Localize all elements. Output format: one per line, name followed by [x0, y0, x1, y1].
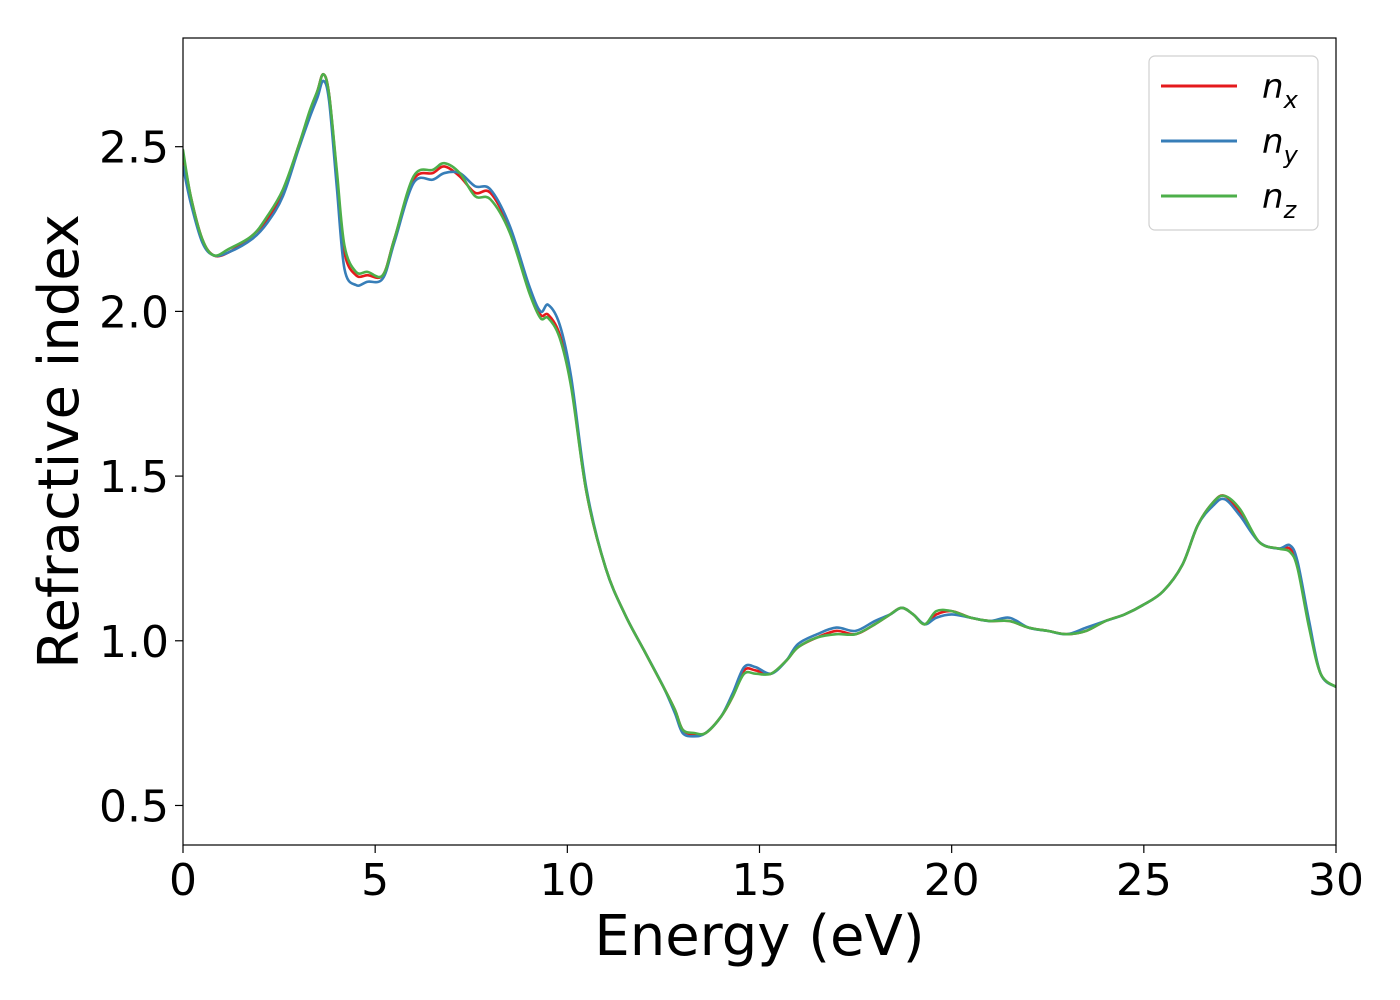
y-tick-label: 0.5: [99, 781, 169, 832]
legend-label-subscript: y: [1283, 141, 1299, 169]
legend-label-subscript: z: [1283, 196, 1298, 224]
legend-label-base: n: [1262, 122, 1284, 162]
legend-label-base: n: [1262, 177, 1284, 217]
x-tick-label: 15: [732, 855, 788, 906]
x-tick-label: 30: [1308, 855, 1364, 906]
x-tick-label: 5: [361, 855, 389, 906]
y-tick-label: 2.5: [99, 123, 169, 174]
legend-label-nx: nx: [1262, 67, 1299, 114]
x-tick-label: 25: [1116, 855, 1172, 906]
series-layer: [183, 72, 1336, 738]
y-axis-title: Refractive index: [27, 214, 92, 669]
x-axis-ticks: 0 5 10 15 20 25 30: [169, 845, 1364, 906]
legend-label-subscript: x: [1283, 86, 1299, 114]
x-tick-label: 0: [169, 855, 197, 906]
x-tick-label: 20: [924, 855, 980, 906]
legend-label-nz: nz: [1262, 177, 1298, 224]
legend-label-base: n: [1262, 67, 1284, 107]
y-tick-label: 1.0: [99, 617, 169, 668]
series-line-nz: [183, 72, 1336, 736]
x-tick-label: 10: [539, 855, 595, 906]
y-tick-label: 2.0: [99, 287, 169, 338]
y-axis-ticks: 0.5 1.0 1.5 2.0 2.5: [99, 123, 183, 832]
x-axis-title: Energy (eV): [594, 904, 924, 969]
legend-box: [1148, 55, 1319, 231]
legend-label-ny: ny: [1262, 122, 1299, 169]
y-tick-label: 1.5: [99, 452, 169, 503]
